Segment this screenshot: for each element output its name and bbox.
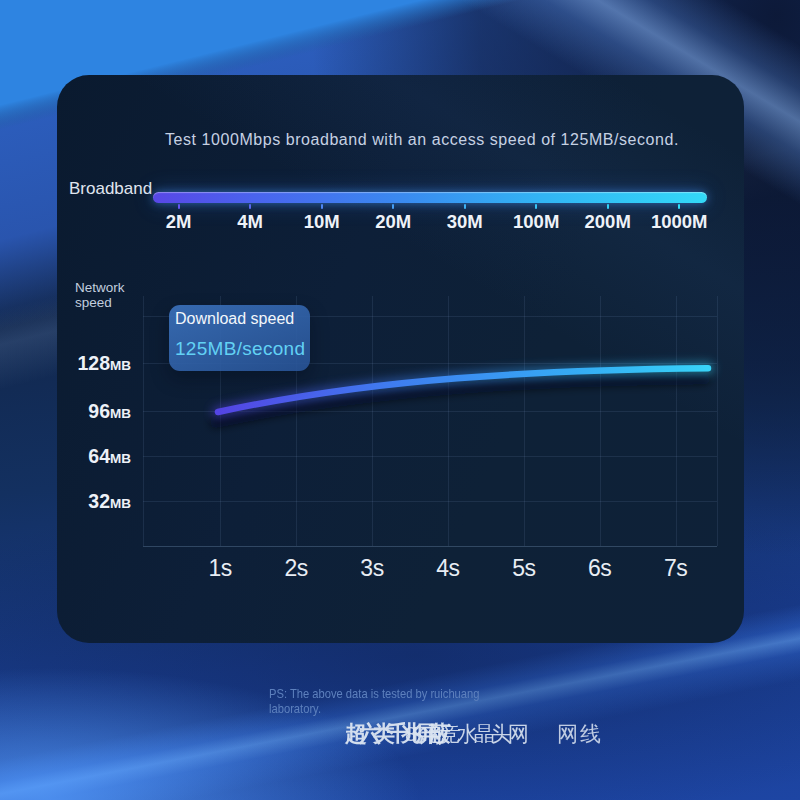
- footer-note: PS: The above data is tested by ruichuan…: [269, 687, 479, 716]
- infographic-card: Test 1000Mbps broadband with an access s…: [57, 75, 744, 643]
- tooltip-value: 125MB/second: [175, 338, 305, 360]
- download-speed-curve: [57, 75, 744, 643]
- watermark-layer-2: 8K电竞水晶头网: [405, 720, 525, 748]
- tooltip: Download speed 125MB/second: [169, 305, 310, 371]
- watermark-layer-3: 网线: [557, 720, 603, 748]
- watermark-text: 超六类千兆屏蔽 8K电竞水晶头网 网线: [345, 719, 615, 747]
- page: Test 1000Mbps broadband with an access s…: [0, 0, 800, 800]
- tooltip-title: Download speed: [175, 310, 294, 328]
